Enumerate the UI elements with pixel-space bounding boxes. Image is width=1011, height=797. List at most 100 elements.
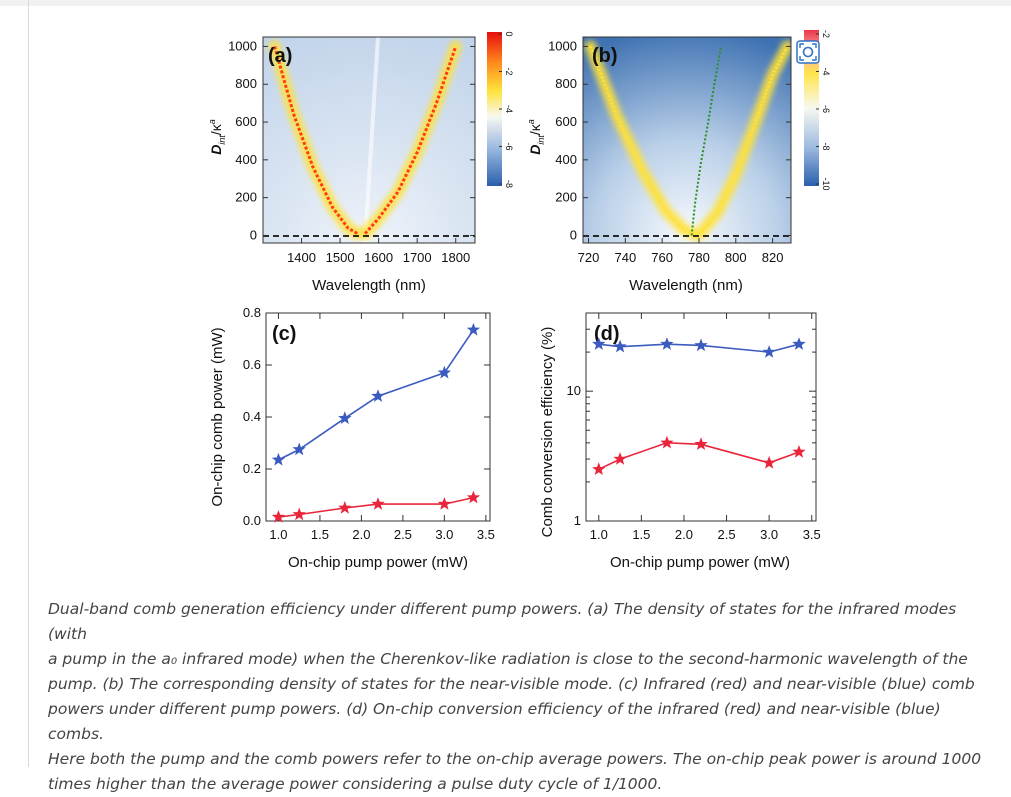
panel-b-background [583,37,791,243]
colorbar-tick-label: -4 [504,105,514,113]
svg-text:Dint/κa: Dint/κa [526,119,546,155]
y-tick-label: 400 [555,152,577,167]
y-tick-label: 10 [567,383,581,398]
star-marker [437,497,451,510]
x-tick-label: 780 [688,250,710,265]
panel-a-label: (a) [268,45,292,67]
panel-a-frame [262,36,476,244]
colorbar-tick-label: -2 [504,67,514,75]
top-strip [0,0,1011,6]
panel-a-faint-line [363,37,380,243]
star-marker [466,322,481,336]
star-marker [694,437,708,450]
colorbar-tick-label: -6 [504,142,514,150]
panel-a-xlabel: Wavelength (nm) [312,277,426,294]
caption-line: times higher than the average power cons… [48,775,663,793]
panel-b-xlabel: Wavelength (nm) [629,277,743,294]
curve-glow [268,40,364,240]
x-tick-label: 2.5 [394,527,412,542]
x-tick-label: 3.5 [477,527,495,542]
panel-d-label: (d) [594,323,620,345]
caption-line: a pump in the a₀ infrared mode) when the… [48,650,968,668]
star-marker [660,337,674,350]
y-tick-label: 0.0 [243,513,261,528]
panel-a-colorbar [487,32,502,186]
x-tick-label: 1600 [364,250,393,265]
x-tick-label: 2.5 [718,527,736,542]
colorbar-tick-label: -4 [821,67,831,75]
y-tick-label: 0.8 [243,305,261,320]
star-marker [437,365,451,379]
panel-a: (a) 0 200 400 600 800 1000 1400 1500 1600 1700 18… [207,31,514,294]
colorbar-tick-label: -6 [821,105,831,113]
star-marker [338,411,352,424]
x-tick-label: 740 [614,250,636,265]
x-tick-label: 1.5 [632,527,650,542]
star-marker [792,337,806,350]
panel-b-frame [582,36,792,244]
y-tick-label: 600 [555,114,577,129]
panel-c-ylabel: On-chip comb power (mW) [209,327,226,506]
dispersion-curve [588,45,696,236]
image-zoom-icon[interactable] [796,40,820,64]
y-tick-label: 0.6 [243,357,261,372]
caption-line: powers under different pump powers. (d) … [48,700,941,743]
y-tick-label: 1 [574,513,581,528]
star-marker [592,462,606,475]
colorbar-tick-label: -10 [821,177,831,190]
dispersion-curve [690,46,723,236]
star-marker [762,455,776,469]
caption-line: Here both the pump and the comb powers r… [48,750,982,768]
panel-d-xlabel: On-chip pump power (mW) [610,554,790,571]
y-tick-label: 800 [555,76,577,91]
y-tick-label: 200 [235,190,257,205]
x-tick-label: 1800 [441,250,470,265]
star-marker [466,490,481,504]
y-tick-label: 1000 [228,38,257,53]
panel-d-ylabel: Comb conversion efficiency (%) [539,327,556,538]
y-tick-label: 0 [250,227,257,242]
panel-b-ylabel: Dint/κa [526,119,546,155]
panel-c-xlabel: On-chip pump power (mW) [288,554,468,571]
x-tick-label: 3.0 [760,527,778,542]
panel-b: (b) 0 200 400 600 800 1000 720 740 760 780 800 820… [526,30,831,294]
star-marker [592,337,606,350]
x-tick-label: 1500 [326,250,355,265]
star-marker [292,442,306,456]
x-tick-label: 720 [578,250,600,265]
star-marker [292,507,306,521]
star-marker [371,497,385,510]
star-marker [613,452,627,465]
x-tick-label: 2.0 [352,527,370,542]
y-tick-label: 600 [235,114,257,129]
dispersion-curve [697,45,789,236]
dispersion-curve [363,45,458,235]
x-tick-label: 3.0 [435,527,453,542]
panel-c-frame [265,312,491,522]
svg-text:Dint/κa: Dint/κa [207,119,227,155]
x-tick-label: 1.5 [311,527,329,542]
x-tick-label: 1400 [287,250,316,265]
star-marker [338,501,352,514]
colorbar-tick-label: 0 [504,31,514,36]
star-marker [271,452,286,466]
panel-b-label: (b) [592,45,618,67]
colorbar-tick-label: -8 [504,180,514,188]
star-marker [792,445,806,458]
y-tick-label: 200 [555,190,577,205]
y-tick-label: 0.4 [243,409,261,424]
left-divider [28,0,29,767]
y-tick-label: 800 [235,76,257,91]
star-marker [371,389,385,402]
star-marker [660,435,674,449]
star-marker [762,345,776,358]
x-tick-label: 1.0 [269,527,287,542]
x-tick-label: 1.0 [590,527,608,542]
series-line [278,329,475,461]
star-marker [694,338,708,352]
x-tick-label: 1700 [403,250,432,265]
y-tick-label: 400 [235,152,257,167]
y-tick-label: 0.2 [243,461,261,476]
star-marker [613,339,627,353]
